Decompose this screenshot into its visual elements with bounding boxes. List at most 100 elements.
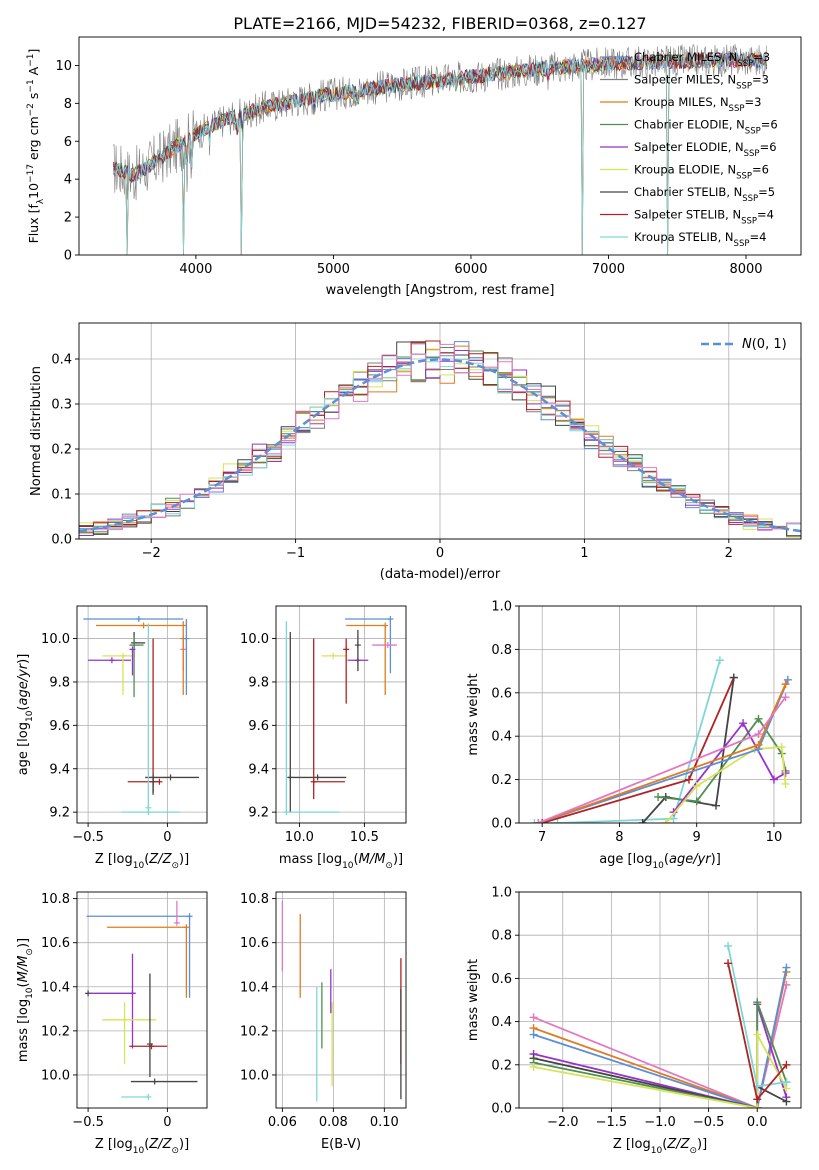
point-marker bbox=[387, 616, 394, 623]
spectrum-ylabel-part: −1 bbox=[26, 79, 36, 92]
mass-z-ylabel: mass [log10(M/M⊙)] bbox=[16, 938, 35, 1062]
point-marker bbox=[382, 622, 389, 629]
legend-entry: Kroupa STELIB, NSSP=4 bbox=[634, 230, 766, 249]
residuals-xtick-label: 1 bbox=[580, 546, 588, 561]
weight-age-ytick-label: 0.6 bbox=[491, 686, 512, 701]
weight-marker bbox=[754, 740, 763, 749]
residuals-xlabel: (data-model)/error bbox=[380, 567, 501, 582]
age-z-frame bbox=[76, 605, 208, 824]
point-marker bbox=[384, 642, 391, 649]
spectrum-ylabel-part: −2 bbox=[26, 103, 36, 116]
age-z-ytick-label: 10.0 bbox=[41, 632, 70, 647]
legend-entry: Salpeter STELIB, NSSP=4 bbox=[634, 208, 774, 227]
age-mass-ytick-label: 10.0 bbox=[240, 632, 269, 647]
weight-age-ytick-label: 0.8 bbox=[491, 643, 512, 658]
spectrum-ylabel-part: A bbox=[26, 66, 41, 79]
age-z-panel: −0.5 09.29.49.69.810.0Z [log10(Z/Z⊙)]age … bbox=[16, 605, 208, 871]
spectrum-xtick-label: 7000 bbox=[592, 262, 625, 277]
weight-z-ytick-label: 0.6 bbox=[491, 972, 512, 987]
weight-z-xlabel-part: ⊙ bbox=[689, 1146, 697, 1156]
point-marker bbox=[354, 642, 361, 649]
weight-marker bbox=[782, 1078, 791, 1087]
weight-marker bbox=[781, 693, 790, 702]
point-marker bbox=[183, 635, 190, 642]
point-marker bbox=[183, 924, 190, 931]
mass-ebv-xtick-label: 0.10 bbox=[370, 1115, 399, 1130]
spectrum-ytick-label: 4 bbox=[64, 173, 72, 188]
weight-line bbox=[538, 679, 789, 823]
weight-line bbox=[533, 984, 788, 1108]
legend-entry-part: =3 bbox=[752, 73, 769, 87]
legend-entry-part: Salpeter STELIB, N bbox=[634, 208, 741, 222]
weight-age-xtick-label: 7 bbox=[538, 830, 546, 845]
weight-age-frame bbox=[518, 605, 802, 824]
legend-entry-part: =6 bbox=[752, 163, 769, 177]
mass-z-panel: −0.5 010.010.210.410.610.8Z [log10(Z/Z⊙)]… bbox=[16, 891, 208, 1156]
mass-z-ylabel-part: mass [log bbox=[16, 999, 31, 1062]
weight-marker bbox=[724, 942, 733, 950]
point-marker bbox=[135, 616, 142, 623]
weight-marker bbox=[538, 819, 547, 823]
weight-line bbox=[541, 677, 735, 823]
mass-ebv-ytick-label: 10.0 bbox=[240, 1068, 269, 1083]
age-mass-xlabel-part: ( bbox=[354, 852, 359, 867]
spectrum-frame bbox=[78, 36, 802, 256]
legend-entry-part: SSP bbox=[736, 172, 752, 182]
mass-z-ylabel-part: ⊙ bbox=[25, 948, 35, 956]
legend-entry-part: =6 bbox=[761, 118, 778, 132]
weight-marker bbox=[692, 782, 701, 791]
legend-entry-part: =4 bbox=[757, 208, 774, 222]
spectrum-xtick-label: 8000 bbox=[729, 262, 762, 277]
weight-marker bbox=[739, 719, 748, 728]
age-z-xlabel-part: 10 bbox=[133, 861, 145, 871]
weight-line bbox=[537, 696, 787, 823]
age-mass-xlabel-part: )] bbox=[393, 852, 403, 867]
legend-entry-part: =5 bbox=[758, 185, 775, 199]
weight-marker bbox=[753, 1030, 762, 1039]
weight-z-ytick-label: 0.2 bbox=[491, 1058, 512, 1073]
point-marker bbox=[314, 774, 321, 781]
weight-z-ytick-label: 0.0 bbox=[491, 1102, 512, 1117]
spectrum-ylabel-part: Flux [f bbox=[26, 204, 41, 244]
weight-z-xtick-label: −1.0 bbox=[644, 1115, 676, 1130]
spectrum-model-line bbox=[113, 52, 767, 255]
point-marker bbox=[186, 913, 193, 920]
mass-z-plot-area bbox=[85, 900, 198, 1100]
weight-marker bbox=[783, 675, 792, 684]
weight-marker bbox=[753, 1104, 762, 1108]
mass-z-xlabel-part: Z [log bbox=[95, 1137, 133, 1152]
mass-ebv-plot-area bbox=[281, 900, 402, 1102]
weight-marker bbox=[782, 963, 791, 972]
residuals-ytick-label: 0.4 bbox=[51, 353, 72, 368]
weight-z-xtick-label: −0.5 bbox=[693, 1115, 725, 1130]
mass-z-ytick-label: 10.0 bbox=[41, 1068, 70, 1083]
age-z-plot-area bbox=[83, 616, 200, 816]
weight-z-xlabel: Z [log10(Z/Z⊙)] bbox=[613, 1137, 707, 1156]
weight-marker bbox=[754, 730, 763, 739]
weight-marker bbox=[712, 801, 721, 810]
mass-ebv-xtick-label: 0.06 bbox=[268, 1115, 297, 1130]
mass-z-frame bbox=[76, 891, 208, 1109]
mass-z-ylabel-part: )] bbox=[16, 938, 31, 948]
point-marker bbox=[167, 774, 174, 781]
mass-z-xlabel: Z [log10(Z/Z⊙)] bbox=[95, 1137, 189, 1156]
residuals-ytick-label: 0.1 bbox=[51, 488, 72, 503]
weight-age-xlabel: age [log10(age/yr)] bbox=[599, 852, 721, 871]
spectrum-ytick-label: 10 bbox=[55, 59, 72, 74]
legend-entry-part: =4 bbox=[749, 230, 766, 244]
gaussian-legend-label: N(0, 1) bbox=[742, 337, 787, 352]
spectrum-ytick-label: 8 bbox=[64, 97, 72, 112]
weight-marker bbox=[654, 792, 663, 801]
spectrum-ytick-label: 6 bbox=[64, 135, 72, 150]
weight-marker bbox=[781, 680, 790, 689]
weight-marker bbox=[753, 1095, 762, 1104]
mass-z-ylabel-part: 10 bbox=[25, 987, 35, 999]
point-marker bbox=[156, 778, 163, 785]
age-z-ylabel-part: ( bbox=[16, 706, 31, 711]
spectrum-ylabel-part: −1 bbox=[26, 54, 36, 67]
histogram-steps bbox=[79, 354, 801, 539]
point-marker bbox=[150, 774, 157, 781]
weight-age-xtick-label: 9 bbox=[693, 830, 701, 845]
